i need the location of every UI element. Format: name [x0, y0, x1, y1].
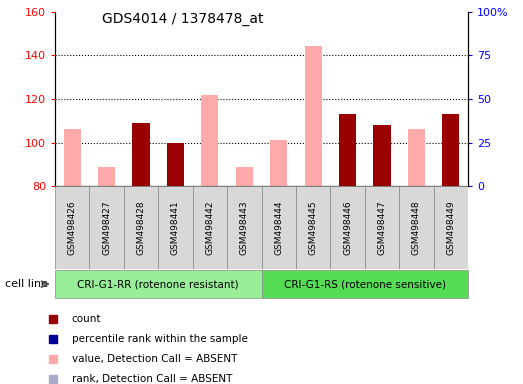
Text: cell line: cell line [5, 279, 48, 289]
Text: GSM498428: GSM498428 [137, 200, 145, 255]
Text: GSM498427: GSM498427 [102, 200, 111, 255]
Bar [373, 125, 391, 186]
Text: GSM498446: GSM498446 [343, 200, 352, 255]
Bar [434, 186, 468, 269]
Text: GSM498449: GSM498449 [446, 200, 456, 255]
Text: GSM498444: GSM498444 [274, 200, 283, 255]
Bar [132, 123, 150, 186]
Bar [98, 167, 115, 186]
Bar [262, 186, 296, 269]
Text: value, Detection Call = ABSENT: value, Detection Call = ABSENT [72, 354, 237, 364]
Bar [236, 167, 253, 186]
Text: GSM498448: GSM498448 [412, 200, 421, 255]
Bar [55, 270, 262, 298]
Text: CRI-G1-RR (rotenone resistant): CRI-G1-RR (rotenone resistant) [77, 279, 239, 289]
Text: GDS4014 / 1378478_at: GDS4014 / 1378478_at [103, 12, 264, 25]
Bar [365, 186, 399, 269]
Text: percentile rank within the sample: percentile rank within the sample [72, 334, 247, 344]
Bar [55, 186, 89, 269]
Bar [192, 186, 227, 269]
Bar [442, 114, 460, 186]
Bar [63, 129, 81, 186]
Text: CRI-G1-RS (rotenone sensitive): CRI-G1-RS (rotenone sensitive) [284, 279, 446, 289]
Bar [296, 186, 331, 269]
Bar [227, 186, 262, 269]
Bar [89, 186, 124, 269]
Bar [262, 270, 468, 298]
Text: count: count [72, 314, 101, 324]
Bar [201, 94, 219, 186]
Text: rank, Detection Call = ABSENT: rank, Detection Call = ABSENT [72, 374, 232, 384]
Text: GSM498426: GSM498426 [67, 200, 77, 255]
Bar [167, 142, 184, 186]
Bar [304, 46, 322, 186]
Text: GSM498442: GSM498442 [206, 200, 214, 255]
Bar [339, 114, 356, 186]
Bar [408, 129, 425, 186]
Text: GSM498445: GSM498445 [309, 200, 317, 255]
Text: GSM498441: GSM498441 [171, 200, 180, 255]
Bar [158, 186, 192, 269]
Bar [331, 186, 365, 269]
Bar [399, 186, 434, 269]
Text: GSM498447: GSM498447 [378, 200, 386, 255]
Bar [124, 186, 158, 269]
Bar [270, 141, 287, 186]
Text: GSM498443: GSM498443 [240, 200, 249, 255]
